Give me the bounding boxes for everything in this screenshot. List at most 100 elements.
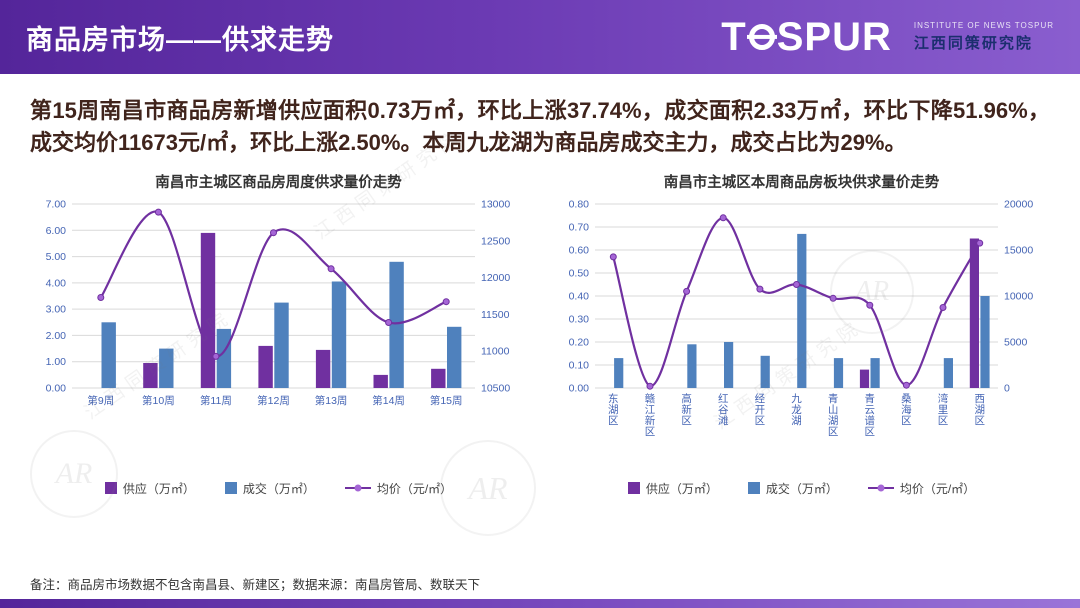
- svg-text:11500: 11500: [481, 309, 510, 321]
- legend-item: 均价（元/㎡）: [867, 480, 976, 497]
- legend-item: 成交（万㎡）: [224, 480, 315, 497]
- svg-text:湾里区: 湾里区: [938, 392, 949, 427]
- svg-text:5.00: 5.00: [46, 251, 67, 263]
- logo-letter-t: T: [721, 15, 747, 59]
- svg-text:20000: 20000: [1004, 198, 1033, 210]
- price-marker: [212, 352, 220, 360]
- bar: [373, 374, 388, 388]
- price-marker: [719, 214, 727, 222]
- svg-text:11000: 11000: [481, 345, 510, 357]
- svg-text:2.00: 2.00: [46, 330, 67, 342]
- svg-text:4.00: 4.00: [46, 277, 67, 289]
- svg-text:3.00: 3.00: [46, 303, 67, 315]
- svg-text:第10周: 第10周: [142, 394, 175, 407]
- district-chart: 南昌市主城区本周商品房板块供求量价走势 0.00 0.10 0.20 0.30 0.40…: [549, 169, 1054, 497]
- bar: [833, 357, 844, 388]
- bar: [159, 348, 174, 388]
- bar: [331, 281, 347, 388]
- bar: [943, 357, 953, 388]
- district-chart-canvas: 0.00 0.10 0.20 0.30 0.40 0.50 0.60 0.70 0.80 0 500…: [549, 192, 1054, 480]
- page-title: 商品房市场——供求走势: [26, 24, 334, 55]
- chart-svg: 0.00 0.10 0.20 0.30 0.40 0.50 0.60 0.70 0.80 0 500…: [569, 198, 1034, 438]
- legend-label: 成交（万㎡）: [242, 481, 315, 496]
- legend-item: 成交（万㎡）: [747, 480, 838, 497]
- price-marker: [442, 297, 450, 305]
- header-bar: 商品房市场——供求走势 T SPUR INSTITUTE OF NEWS TOS…: [0, 0, 1080, 74]
- price-marker: [97, 293, 105, 301]
- svg-text:0.40: 0.40: [569, 290, 590, 302]
- svg-text:10000: 10000: [1004, 290, 1033, 302]
- chart-svg: 0.00 1.00 2.00 3.00 4.00 5.00 6.00 7.00 10500 110…: [46, 198, 511, 407]
- price-marker: [756, 285, 764, 293]
- bar: [980, 295, 990, 388]
- legend-item: 供应（万㎡）: [104, 480, 195, 497]
- bar: [258, 345, 273, 388]
- weekly-chart-canvas: 0.00 1.00 2.00 3.00 4.00 5.00 6.00 7.00 10500 110…: [26, 192, 531, 480]
- svg-text:青云谱区: 青云谱区: [865, 392, 876, 438]
- svg-text:经开区: 经开区: [755, 392, 766, 427]
- bar: [870, 357, 880, 388]
- logo-o-bar: [746, 34, 777, 39]
- bar: [969, 238, 979, 388]
- price-line: [612, 216, 981, 388]
- price-marker: [866, 301, 874, 309]
- legend-swatch-icon: [627, 482, 640, 495]
- district-chart-title: 南昌市主城区本周商品房板块供求量价走势: [663, 174, 940, 191]
- tospur-logo-o-icon: [746, 24, 777, 50]
- bar: [447, 326, 462, 388]
- price-marker: [646, 382, 654, 390]
- legend-swatch-icon: [104, 482, 117, 495]
- bar: [687, 344, 697, 388]
- svg-text:第11周: 第11周: [200, 394, 232, 407]
- district-chart-legend: 供应（万㎡） 成交（万㎡） 均价（元/㎡）: [549, 480, 1054, 497]
- svg-text:7.00: 7.00: [46, 198, 67, 210]
- price-marker: [609, 253, 617, 261]
- legend-label: 成交（万㎡）: [765, 481, 838, 496]
- svg-text:第9周: 第9周: [87, 394, 114, 407]
- legend-label: 供应（万㎡）: [122, 481, 195, 496]
- logo-subtitle-cn: 江西同策研究院: [913, 35, 1033, 52]
- price-marker: [385, 318, 393, 326]
- bar: [274, 302, 289, 388]
- svg-text:0.00: 0.00: [46, 382, 67, 394]
- bottom-bar: [0, 599, 1080, 608]
- svg-text:0.80: 0.80: [569, 198, 590, 210]
- svg-text:0.50: 0.50: [569, 267, 590, 279]
- svg-text:1.00: 1.00: [46, 356, 67, 368]
- bar: [389, 261, 404, 388]
- legend-label: 均价（元/㎡）: [376, 481, 453, 496]
- legend-line-icon: [344, 484, 371, 492]
- weekly-chart: 南昌市主城区商品房周度供求量价走势 0.00 1.00 2.00 3.00 4.00 5.…: [26, 169, 531, 497]
- bar: [760, 355, 770, 388]
- svg-text:0: 0: [1004, 382, 1010, 394]
- svg-text:东湖区: 东湖区: [608, 392, 619, 427]
- price-marker: [683, 287, 691, 295]
- svg-text:第14周: 第14周: [372, 394, 405, 407]
- svg-text:高新区: 高新区: [681, 392, 692, 427]
- bar: [101, 322, 116, 388]
- footnote: 备注：商品房市场数据不包含南昌县、新建区；数据来源：南昌房管局、数联天下: [30, 578, 481, 592]
- svg-text:15000: 15000: [1004, 244, 1033, 256]
- legend-line-icon: [867, 484, 894, 492]
- svg-text:0.30: 0.30: [569, 313, 590, 325]
- price-marker: [976, 239, 984, 247]
- tospur-logo: T SPUR INSTITUTE OF NEWS TOSPUR 江西同策研究院: [721, 17, 1054, 57]
- svg-text:赣江新区: 赣江新区: [645, 392, 656, 438]
- bar: [797, 233, 807, 388]
- legend-label: 均价（元/㎡）: [899, 481, 976, 496]
- svg-text:青山湖区: 青山湖区: [828, 392, 839, 438]
- price-marker: [793, 280, 800, 288]
- bar: [216, 328, 232, 388]
- price-marker: [154, 208, 162, 216]
- legend-item: 均价（元/㎡）: [344, 480, 453, 497]
- price-marker: [939, 303, 947, 311]
- price-marker: [902, 381, 910, 389]
- bar: [431, 368, 446, 388]
- svg-text:红谷滩: 红谷滩: [718, 392, 729, 427]
- svg-text:0.00: 0.00: [569, 382, 590, 394]
- svg-text:10500: 10500: [481, 382, 510, 394]
- bar: [200, 232, 216, 388]
- svg-text:12500: 12500: [481, 235, 510, 247]
- bar: [143, 362, 158, 388]
